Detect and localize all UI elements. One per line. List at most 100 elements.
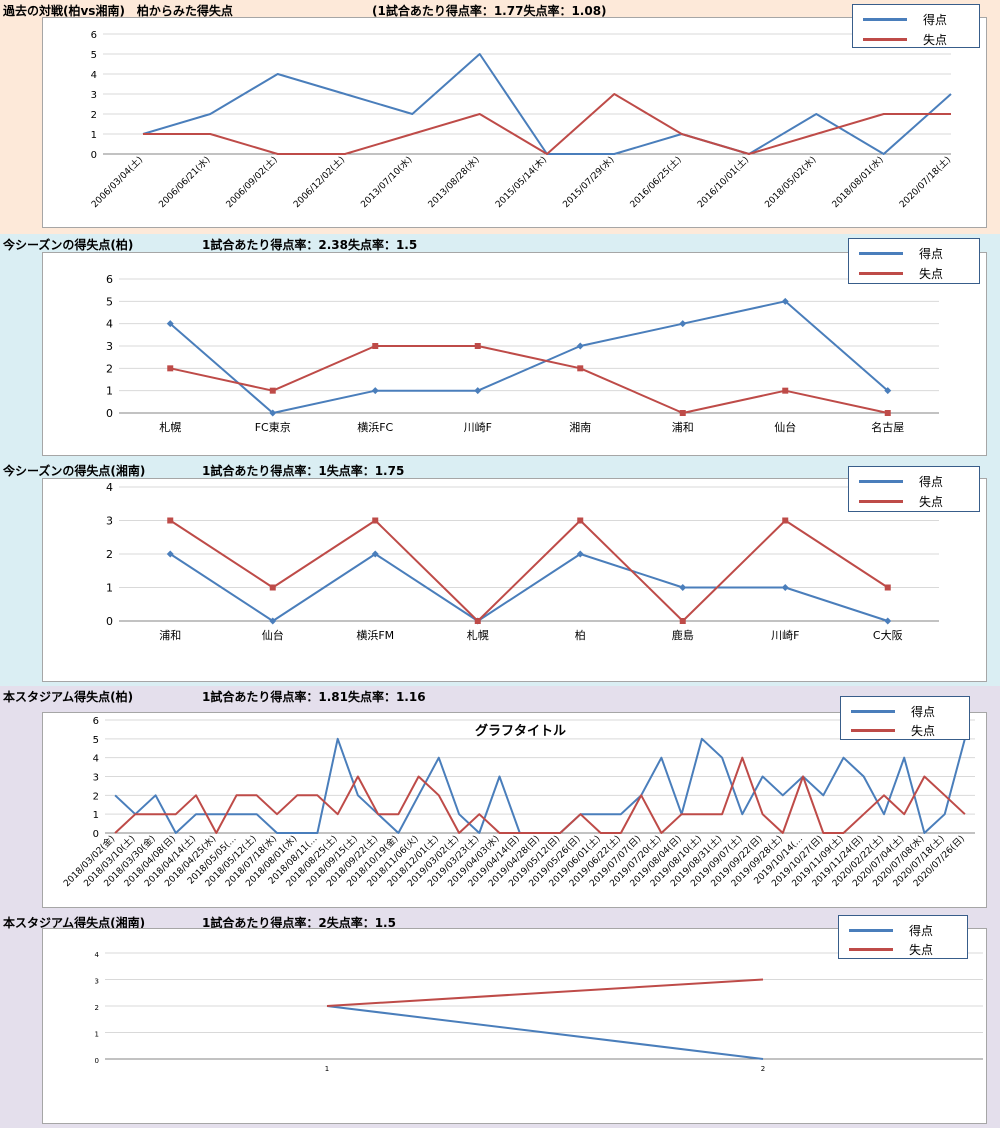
y-tick-label: 2: [91, 110, 97, 121]
section-season-shonan: 今シーズンの得失点(湘南) 1試合あたり得点率：1失点率：1.75 0 1 2 3 4 浦…: [0, 460, 1000, 686]
y-tick-label: 3: [93, 773, 99, 784]
conceded-marker: [474, 343, 481, 349]
y-tick-label: 3: [106, 340, 113, 353]
legend-label-goals: 得点: [923, 13, 948, 27]
legend-swatch-conceded: [851, 729, 895, 732]
section-stadium-kashiwa: 本スタジアム得失点(柏) 1試合あたり得点率：1.81失点率：1.16 0 1 2 3…: [0, 686, 1000, 912]
conceded-marker: [884, 410, 891, 416]
goals-marker: [371, 387, 379, 395]
y-tick-label: 1: [95, 1031, 99, 1039]
chart-stadium-shonan[interactable]: 0 1 2 3 4 1 2: [42, 928, 987, 1124]
section-rate: (1試合あたり得点率：1.77失点率：1.08): [372, 4, 607, 18]
y-tick-label: 3: [106, 515, 113, 528]
chart-legend: 得点 失点: [852, 4, 980, 48]
chart-season-shonan[interactable]: 0 1 2 3 4 浦和 仙台 横浜FM 札幌 柏 鹿島 川崎F C大阪: [42, 478, 987, 682]
goals-line: [326, 1005, 764, 1060]
x-tick-label: 浦和: [672, 421, 694, 434]
x-tick-label: FC東京: [255, 420, 291, 434]
conceded-marker: [269, 387, 276, 394]
conceded-marker: [679, 618, 686, 624]
legend-label-goals: 得点: [919, 247, 944, 261]
legend-swatch-goals: [849, 929, 893, 932]
conceded-line: [143, 93, 951, 155]
y-tick-label: 5: [91, 50, 97, 61]
goals-marker: [576, 342, 584, 350]
legend-label-conceded: 失点: [911, 724, 936, 738]
goals-marker: [371, 550, 379, 558]
section-title: 過去の対戦(柏vs湘南) 柏からみた得失点: [3, 4, 233, 18]
legend-label-conceded: 失点: [909, 943, 934, 957]
x-tick-label: 仙台: [774, 420, 796, 434]
x-tick-label: 2018/08/01(水): [829, 154, 886, 211]
y-tick-label: 6: [91, 30, 97, 41]
y-tick-label: 2: [93, 791, 99, 802]
y-tick-label: 2: [106, 548, 113, 561]
y-tick-label: 2: [95, 1004, 99, 1012]
goals-marker: [269, 409, 277, 417]
conceded-marker: [372, 343, 379, 349]
goals-line: [169, 300, 889, 414]
section-title: 今シーズンの得失点(湘南): [3, 464, 146, 478]
y-tick-label: 1: [91, 130, 97, 141]
section-title: 本スタジアム得失点(湘南): [3, 916, 146, 930]
y-tick-label: 5: [106, 295, 113, 308]
x-tick-label: 浦和: [159, 629, 181, 642]
section-rate: 1試合あたり得点率：2.38失点率：1.5: [202, 238, 418, 252]
y-tick-label: 4: [106, 481, 113, 494]
goals-marker: [166, 320, 174, 328]
goals-marker: [781, 584, 789, 591]
x-tick-label: C大阪: [873, 628, 903, 642]
conceded-marker: [577, 517, 584, 524]
x-tick-label: 柏: [575, 628, 586, 642]
legend-swatch-conceded: [849, 948, 893, 951]
conceded-marker: [269, 584, 276, 591]
conceded-line: [114, 756, 966, 834]
chart-svg: 0 1 2 3 4 1 2: [95, 951, 983, 1073]
goals-line: [169, 553, 889, 622]
y-tick-label: 4: [93, 754, 99, 765]
x-tick-label: 横浜FC: [357, 420, 393, 434]
goals-line: [114, 737, 966, 834]
x-tick-label: 2006/09/02(土): [223, 154, 280, 211]
legend-swatch-goals: [859, 480, 903, 483]
goals-marker: [781, 297, 789, 305]
x-tick-label: 2016/06/25(土): [627, 154, 684, 211]
legend-swatch-goals: [863, 18, 907, 21]
chart-season-kashiwa[interactable]: 0 1 2 3 4 5 6 札幌 FC東京 横浜FC 川崎F 湘南 浦和 仙台 名古屋: [42, 252, 987, 456]
goals-line: [142, 53, 952, 155]
conceded-marker: [782, 517, 789, 524]
section-rate: 1試合あたり得点率：1失点率：1.75: [202, 464, 405, 478]
y-tick-label: 6: [106, 273, 113, 286]
x-tick-label: 札幌: [159, 420, 181, 434]
conceded-marker: [884, 584, 891, 591]
section-rate: 1試合あたり得点率：2失点率：1.5: [202, 916, 396, 930]
chart-stadium-kashiwa[interactable]: 0 1 2 3 4 5 6 2018/03/02(金) 2018/03/10(土) 2018/03…: [42, 712, 987, 908]
y-tick-label: 0: [91, 150, 97, 161]
y-tick-label: 3: [95, 978, 99, 986]
section-stadium-shonan: 本スタジアム得失点(湘南) 1試合あたり得点率：2失点率：1.5 0 1 2 3 4 1 2…: [0, 912, 1000, 1128]
y-tick-label: 2: [106, 362, 113, 375]
y-tick-label: 6: [93, 716, 99, 727]
y-tick-label: 0: [95, 1057, 99, 1065]
conceded-line: [170, 345, 889, 414]
chart-legend: 得点 失点: [848, 238, 980, 284]
conceded-marker: [474, 618, 481, 624]
x-tick-label: 2013/08/28(水): [425, 154, 482, 211]
chart-svg: 0 1 2 3 4 5 6 2006/03/04(土) 2006/06/21(水) 2006/09…: [89, 30, 954, 211]
y-tick-label: 3: [91, 90, 97, 101]
y-tick-label: 5: [93, 735, 99, 746]
y-tick-label: 1: [93, 810, 99, 821]
conceded-marker: [372, 517, 379, 524]
conceded-marker: [167, 365, 174, 372]
goals-marker: [679, 584, 687, 591]
y-tick-label: 0: [106, 615, 113, 628]
section-title: 今シーズンの得失点(柏): [3, 238, 134, 252]
legend-label-goals: 得点: [909, 924, 934, 938]
x-tick-label: 1: [325, 1065, 329, 1073]
x-tick-label: 札幌: [467, 628, 489, 642]
x-tick-label: 名古屋: [871, 420, 904, 434]
goals-marker: [884, 617, 892, 625]
chart-head-to-head[interactable]: 0 1 2 3 4 5 6 2006/03/04(土) 2006/06/21(水) 2006/09…: [42, 17, 987, 228]
legend-swatch-conceded: [863, 38, 907, 41]
y-tick-label: 4: [106, 318, 113, 331]
